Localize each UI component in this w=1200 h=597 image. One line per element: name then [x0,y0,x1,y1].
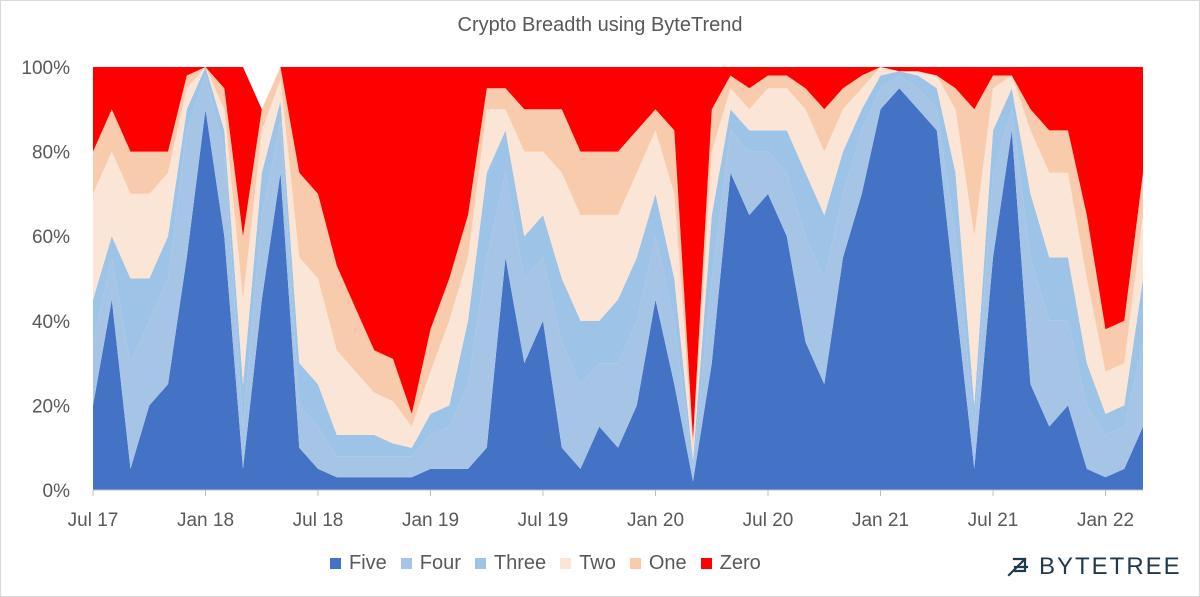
y-tick-labels: 0% 20% 40% 60% 80% 100% [21,58,70,502]
x-tick-label: Jan 19 [402,510,459,531]
x-tick-label: Jan 20 [627,510,684,531]
legend-item-zero: Zero [700,552,761,575]
legend-label: Three [493,552,547,574]
legend-swatch [560,558,572,569]
legend-swatch [330,558,341,569]
y-tick-label: 40% [32,312,70,333]
axis-layer [92,489,1143,496]
x-tick-label: Jan 22 [1077,510,1134,531]
x-tick-label: Jul 21 [968,510,1019,531]
x-tick-label: Jul 18 [293,510,344,531]
bytetree-logo-text: BYTETREE [1039,553,1182,580]
legend-item-three: Three [474,552,547,575]
area-series-four [93,75,1143,482]
legend-label: Zero [719,552,761,574]
x-tick-labels: Jul 17 Jan 18 Jul 18 Jan 19 Jul 19 Jan 20 Jul … [68,510,1134,531]
chart-title: Crypto Breadth using ByteTrend [457,14,743,36]
legend: Five Four Three Two One Zero [330,552,761,575]
bytetree-logo-icon [1007,557,1029,577]
x-tick-label: Jul 19 [518,510,569,531]
x-tick-label: Jul 17 [68,510,119,531]
area-series-two [93,67,1143,461]
legend-label: Five [349,552,387,574]
x-tick-label: Jan 18 [177,510,234,531]
legend-swatch [474,558,486,569]
legend-item-one: One [629,552,687,575]
y-tick-label: 80% [32,143,70,164]
y-tick-label: 60% [32,227,70,248]
legend-item-two: Two [560,552,616,575]
legend-item-five: Five [330,552,387,575]
area-series-one [93,67,1143,448]
area-series-zero [93,67,1143,440]
legend-label: One [648,552,687,574]
legend-swatch [700,558,712,569]
legend-swatch [629,558,641,569]
legend-label: Two [579,552,616,574]
legend-label: Four [419,552,461,574]
bytetree-logo: BYTETREE [1005,553,1182,581]
y-tick-label: 0% [43,481,71,502]
areas-layer [93,67,1143,490]
y-tick-label: 100% [21,58,70,79]
x-tick-label: Jan 21 [852,510,909,531]
x-tick-label: Jul 20 [743,510,794,531]
legend-item-four: Four [400,552,461,575]
legend-swatch [400,558,412,569]
y-tick-label: 20% [32,396,70,417]
area-series-five [93,88,1143,490]
